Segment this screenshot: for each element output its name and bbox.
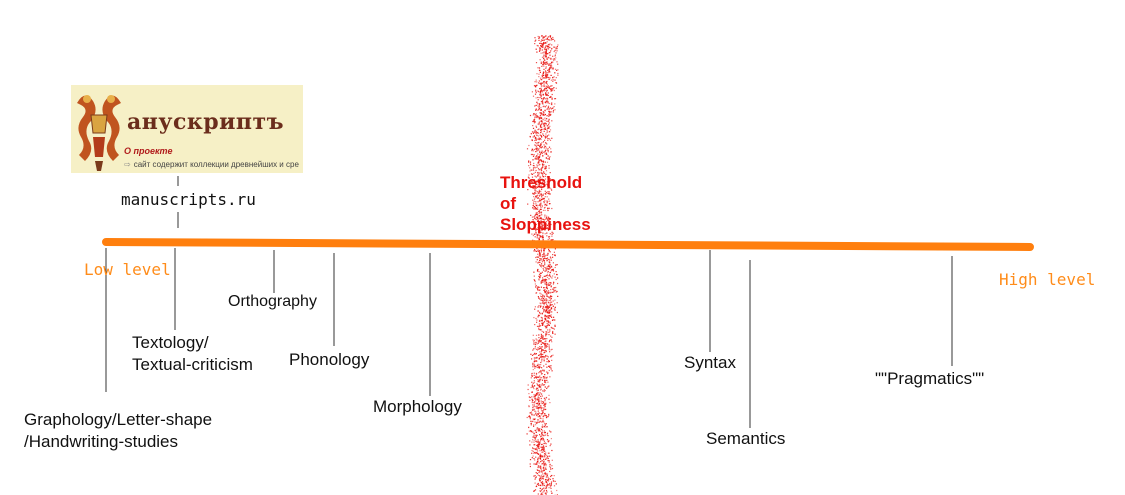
- phonology-label: Phonology: [289, 350, 370, 369]
- graphology-line-2: /Handwriting-studies: [24, 432, 179, 451]
- arrow-right-icon: ⇨: [124, 160, 131, 169]
- logo-tagline: ⇨ сайт содержит коллекции древнейших и ср…: [124, 160, 299, 169]
- logo-title: анускриптъ: [127, 109, 285, 135]
- graphology-line-1: Graphology/Letter-shape: [24, 410, 213, 429]
- about-link[interactable]: О проекте: [124, 146, 173, 156]
- ornament-icon: [77, 95, 121, 171]
- textology-line-2: Textual-criticism: [132, 355, 253, 374]
- textology-line-1: Textology/: [132, 333, 209, 352]
- threshold-label: Threshold of Sloppiness: [500, 172, 620, 235]
- pragmatics-label: ""Pragmatics"": [875, 369, 985, 388]
- orthography-label: Orthography: [228, 293, 317, 310]
- threshold-band: [526, 35, 559, 495]
- graphology-label: Graphology/Letter-shape /Handwriting-stu…: [24, 409, 212, 453]
- syntax-label: Syntax: [684, 353, 736, 372]
- manuscripts-logo[interactable]: анускриптъ О проекте ⇨ сайт содержит колл…: [71, 85, 303, 173]
- site-label: manuscripts.ru: [121, 190, 256, 209]
- high-level-label: High level: [999, 270, 1096, 289]
- low-level-label: Low level: [84, 260, 171, 279]
- threshold-line-1: Threshold: [500, 173, 583, 192]
- morphology-label: Morphology: [373, 397, 462, 416]
- level-axis: [102, 238, 1034, 251]
- threshold-line-3: Sloppiness: [500, 215, 591, 234]
- textology-label: Textology/ Textual-criticism: [132, 332, 253, 376]
- tagline-text: сайт содержит коллекции древнейших и сре: [133, 160, 299, 169]
- semantics-label: Semantics: [706, 429, 786, 448]
- threshold-line-2: of: [500, 194, 517, 213]
